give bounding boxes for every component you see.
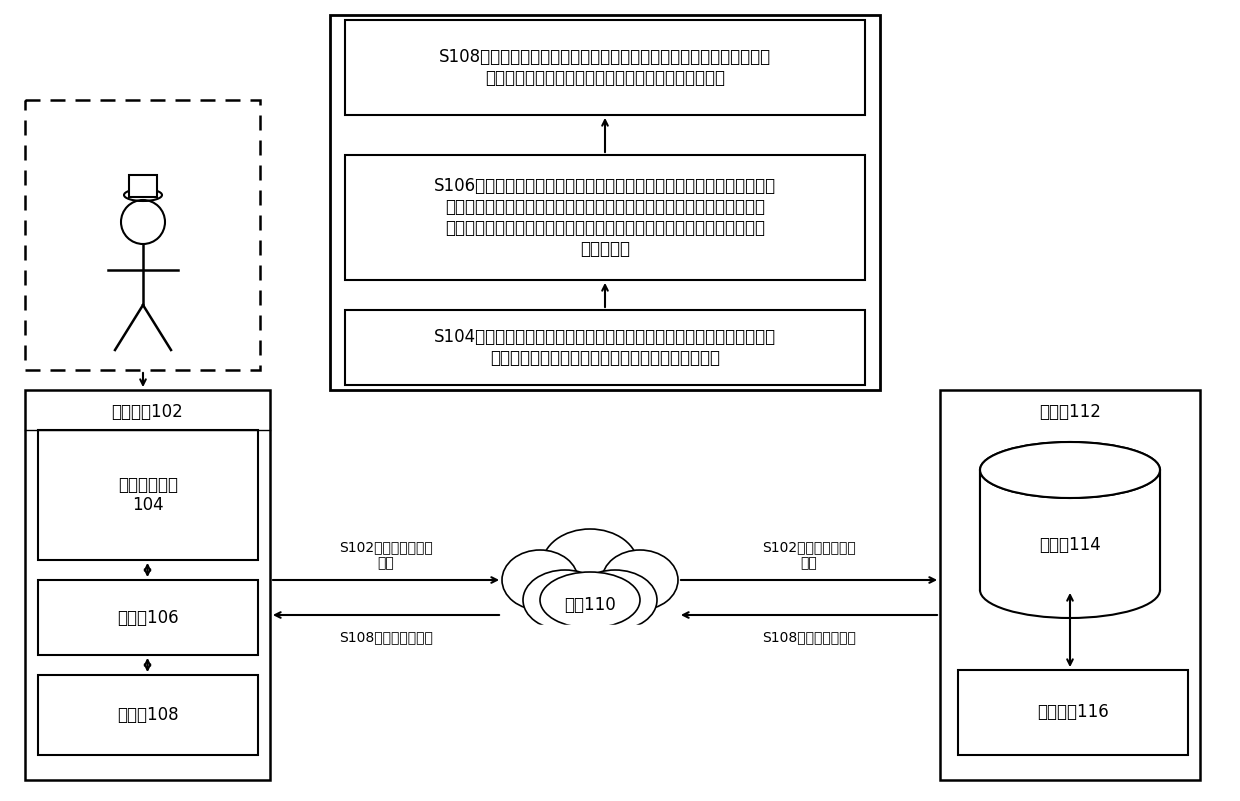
Bar (345, 155, 866, 280)
Ellipse shape (601, 550, 678, 610)
Text: S108，将多个区域对应的多个地形属性数据数组进行拼接，得到目标数
组，其中，目标数组用于表示目标虚拟地图的地形属性: S108，将多个区域对应的多个地形属性数据数组进行拼接，得到目标数 组，其中，目… (439, 48, 771, 87)
Bar (25, 390, 270, 780)
Ellipse shape (980, 442, 1159, 498)
Text: 存储器108: 存储器108 (118, 706, 179, 724)
Text: 处理器106: 处理器106 (118, 609, 179, 626)
Text: S102，发送目标虚拟
地图: S102，发送目标虚拟 地图 (339, 540, 433, 570)
Text: S106，获取多个区域中的每个区域上的地形属性数据，其中，每个区域上
的地形属性数据组成一个地形属性数据数组，每个区域上的每个地形属性
数据用于表示每个区域内的: S106，获取多个区域中的每个区域上的地形属性数据，其中，每个区域上 的地形属性… (434, 177, 776, 258)
Bar (129, 175, 157, 197)
Text: S104，在目标虚拟地图中使用不同的分辨率确定出不同尺寸的多个区域，
其中，多个区域中尺寸越小的区域对应的分辨率越大: S104，在目标虚拟地图中使用不同的分辨率确定出不同尺寸的多个区域， 其中，多个… (434, 328, 776, 367)
Text: S108，发送目标数组: S108，发送目标数组 (763, 630, 856, 644)
Bar (345, 310, 866, 385)
Ellipse shape (502, 550, 578, 610)
Text: S108，发送目标数组: S108，发送目标数组 (339, 630, 433, 644)
Ellipse shape (539, 572, 640, 628)
Ellipse shape (980, 562, 1159, 618)
Ellipse shape (573, 570, 657, 630)
Bar (38, 430, 258, 560)
Text: 人机交互屏幕
104: 人机交互屏幕 104 (118, 476, 179, 514)
Text: 服务器112: 服务器112 (1039, 403, 1101, 421)
Bar (38, 675, 258, 755)
Bar (345, 20, 866, 115)
Bar (330, 15, 880, 390)
Ellipse shape (980, 442, 1159, 498)
Text: 处理引擎116: 处理引擎116 (1037, 703, 1109, 722)
Text: S102，发送目标虚拟
地图: S102，发送目标虚拟 地图 (763, 540, 856, 570)
Text: 数据库114: 数据库114 (1039, 536, 1101, 554)
Bar (38, 580, 258, 655)
Text: 终端设备102: 终端设备102 (112, 403, 184, 421)
Bar (959, 670, 1188, 755)
Bar (980, 470, 1159, 590)
Text: 网络110: 网络110 (564, 596, 616, 614)
Ellipse shape (542, 529, 639, 601)
Ellipse shape (124, 189, 162, 201)
Ellipse shape (523, 570, 608, 630)
Bar (25, 100, 260, 370)
Bar (940, 390, 1200, 780)
